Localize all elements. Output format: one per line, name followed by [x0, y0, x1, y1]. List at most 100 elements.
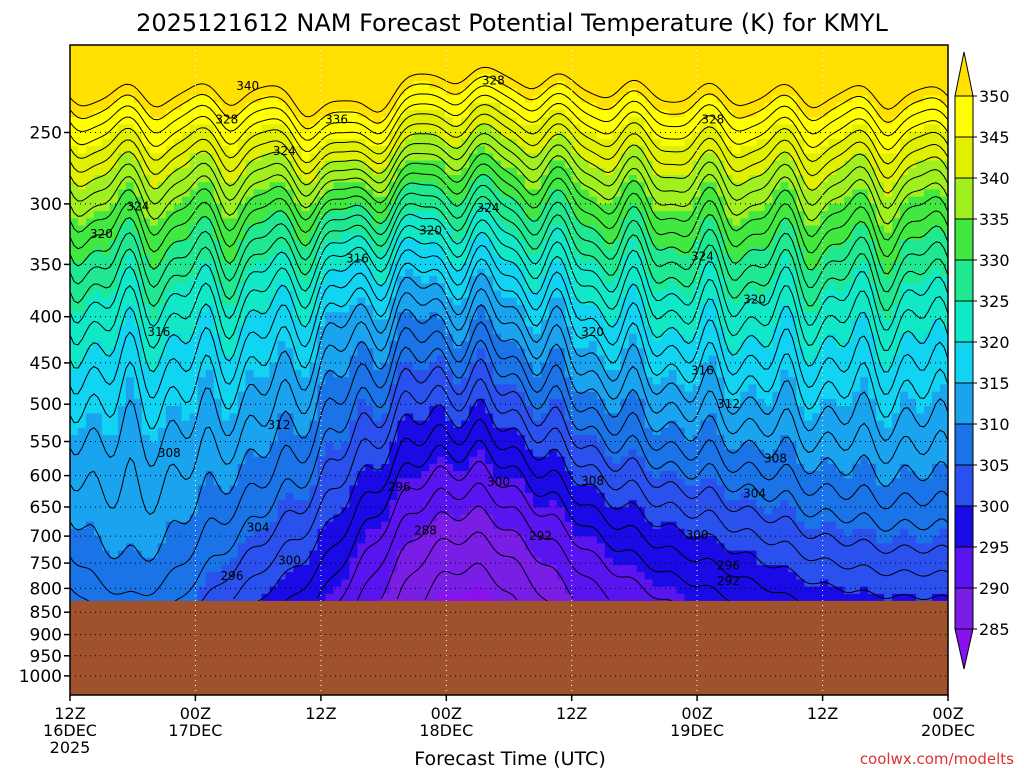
field-cell: [165, 232, 175, 241]
field-cell: [181, 175, 191, 183]
field-cell: [445, 442, 454, 451]
field-cell: [349, 189, 358, 198]
field-cell: [421, 189, 430, 198]
field-cell: [237, 247, 247, 256]
field-cell: [341, 420, 350, 429]
field-cell: [77, 146, 87, 154]
field-cell: [341, 391, 350, 400]
field-cell: [253, 59, 263, 68]
field-cell: [389, 348, 398, 357]
field-cell: [453, 81, 462, 89]
field-cell: [285, 507, 295, 516]
field-cell: [125, 297, 135, 306]
field-cell: [101, 131, 111, 140]
field-cell: [213, 247, 223, 256]
field-cell: [501, 492, 510, 501]
field-cell: [237, 153, 247, 162]
field-cell: [429, 406, 438, 414]
field-cell: [125, 593, 135, 602]
field-cell: [413, 240, 422, 248]
field-cell: [325, 211, 334, 219]
field-cell: [253, 528, 263, 537]
field-cell: [365, 384, 374, 393]
field-cell: [421, 225, 430, 234]
field-cell: [181, 276, 191, 284]
field-cell: [461, 370, 470, 378]
field-cell: [349, 110, 358, 118]
field-cell: [221, 45, 231, 53]
field-cell: [301, 319, 311, 328]
field-cell: [453, 73, 462, 82]
field-cell: [133, 586, 143, 595]
field-cell: [445, 521, 454, 530]
field-cell: [381, 117, 390, 126]
field-cell: [325, 52, 334, 61]
field-cell: [453, 333, 462, 342]
field-cell: [181, 146, 191, 154]
field-cell: [205, 160, 215, 169]
field-cell: [189, 348, 199, 357]
field-cell: [389, 341, 398, 349]
field-cell: [109, 471, 119, 479]
field-cell: [149, 391, 159, 400]
field-cell: [181, 131, 191, 140]
field-cell: [301, 175, 311, 183]
field-cell: [70, 528, 79, 537]
field-cell: [365, 341, 374, 349]
field-cell: [165, 521, 175, 530]
field-cell: [149, 290, 159, 299]
field-cell: [485, 435, 494, 443]
field-cell: [189, 572, 199, 581]
field-cell: [149, 312, 159, 321]
field-cell: [365, 362, 374, 371]
field-cell: [485, 362, 494, 371]
field-cell: [261, 247, 271, 256]
field-cell: [501, 110, 510, 118]
field-cell: [261, 59, 271, 68]
field-cell: [405, 319, 414, 328]
field-cell: [221, 391, 231, 400]
field-cell: [237, 514, 247, 523]
field-cell: [173, 254, 183, 263]
field-cell: [141, 268, 151, 277]
field-cell: [333, 117, 342, 126]
field-cell: [165, 240, 175, 248]
field-cell: [501, 117, 510, 126]
field-cell: [325, 203, 334, 212]
field-cell: [429, 218, 438, 227]
field-cell: [405, 565, 414, 573]
field-cell: [133, 153, 143, 162]
field-cell: [149, 348, 159, 357]
field-cell: [365, 521, 374, 530]
field-cell: [261, 124, 271, 133]
field-cell: [205, 362, 215, 371]
field-cell: [445, 528, 454, 537]
field-cell: [405, 449, 414, 458]
field-cell: [157, 182, 167, 191]
field-cell: [253, 254, 263, 263]
field-cell: [165, 297, 175, 306]
field-cell: [261, 45, 271, 53]
field-cell: [421, 420, 430, 429]
field-cell: [141, 211, 151, 219]
field-cell: [93, 167, 103, 176]
field-cell: [341, 66, 350, 75]
field-cell: [453, 232, 462, 241]
field-cell: [181, 254, 191, 263]
field-cell: [485, 138, 494, 147]
field-cell: [70, 536, 79, 544]
field-cell: [477, 500, 486, 508]
field-cell: [77, 240, 87, 248]
field-cell: [189, 203, 199, 212]
field-cell: [349, 131, 358, 140]
field-cell: [173, 59, 183, 68]
field-cell: [229, 427, 239, 436]
field-cell: [189, 124, 199, 133]
field-cell: [77, 312, 87, 321]
field-cell: [149, 485, 159, 494]
field-cell: [317, 211, 327, 219]
field-cell: [221, 362, 231, 371]
field-cell: [325, 370, 334, 378]
field-cell: [181, 377, 191, 386]
field-cell: [165, 413, 175, 422]
